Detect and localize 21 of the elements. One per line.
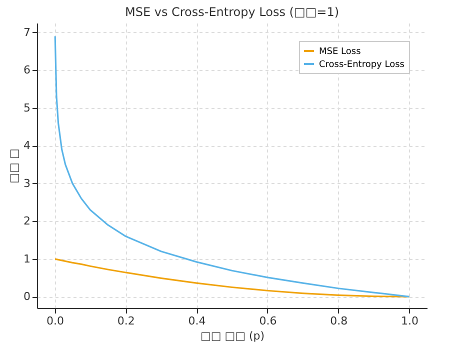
x-tick-label: 0.2 (117, 314, 135, 328)
line-series (54, 258, 410, 298)
y-tick-label: 4 (24, 139, 30, 152)
x-axis-title: □□ □□ (p) (200, 330, 265, 342)
y-tick-label: 6 (24, 64, 30, 77)
line-series (54, 35, 410, 298)
y-tick-label: 0 (24, 290, 30, 304)
y-tick-label: 2 (24, 214, 30, 228)
x-tick-label: 0.8 (330, 314, 348, 328)
x-tick-label: 0.0 (46, 314, 64, 328)
y-tick-label: 7 (24, 26, 30, 39)
y-tick-label: 3 (24, 176, 30, 190)
x-tick-label: 0.6 (259, 314, 277, 328)
x-tick-label: 0.4 (188, 314, 206, 328)
chart-title: MSE vs Cross-Entropy Loss (□□=1) (124, 5, 340, 19)
legend-label: Cross-Entropy Loss (319, 60, 405, 70)
y-axis-title: □□ □ (8, 148, 20, 184)
y-tick-label: 5 (24, 101, 30, 114)
legend-label: MSE Loss (319, 47, 362, 57)
y-tick-label: 1 (24, 252, 30, 266)
x-tick-label: 1.0 (401, 314, 419, 328)
